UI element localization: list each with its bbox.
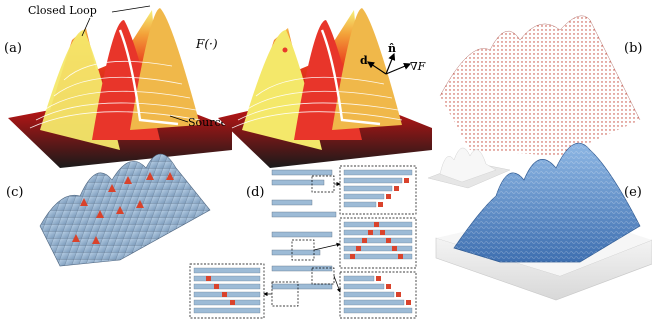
detail-box-3 [339,271,417,319]
vector-diagram: d n̂ ∇F [360,42,426,75]
source-curve-2 [320,29,381,126]
panel-c-label: (c) [6,185,23,200]
detail-connectors [263,181,341,297]
closed-loop-leader-1 [81,17,91,37]
panel-b-point-cloud [439,15,641,156]
isolines-2 [231,76,403,129]
function-label: F(·) [195,37,218,51]
peak-right-2 [332,8,402,130]
peak-right [130,8,200,130]
stitch-strips [271,169,337,290]
detail-box-2 [339,217,417,269]
point-cloud-outline [439,15,641,121]
vector-d-arrow [367,61,387,75]
panel-a-right-surface [218,8,432,168]
panel-e-label: (e) [624,185,642,200]
panel-d-schematic [189,165,417,319]
panel-e-knit [427,142,652,301]
detail-box-1 [339,165,417,215]
source-label: Source [188,116,227,129]
detail-box-4 [189,263,265,319]
source-leader [169,115,189,123]
closed-loop-curve [118,29,179,126]
isolines [29,60,201,129]
vector-d-label: d [360,54,368,67]
gradient-label: ∇F [410,60,426,73]
small-white-model [427,147,511,189]
gradient-arrow [385,62,412,75]
vector-n-arrow [385,52,396,75]
closed-loop-label: Closed Loop [28,4,97,17]
panel-c-mesh [39,153,211,267]
panel-a-label: (a) [4,41,22,56]
point-marker [282,47,288,53]
vector-n-label: n̂ [388,42,396,55]
mesh-surface [39,153,211,267]
point-cloud-surface [440,15,640,156]
panel-a-left-surface [8,8,232,168]
panel-b-label: (b) [624,41,642,56]
mesh-markers [72,172,174,244]
knit-texture [454,143,640,262]
closed-loop-leader-2 [111,5,151,13]
panel-d-label: (d) [246,185,264,200]
